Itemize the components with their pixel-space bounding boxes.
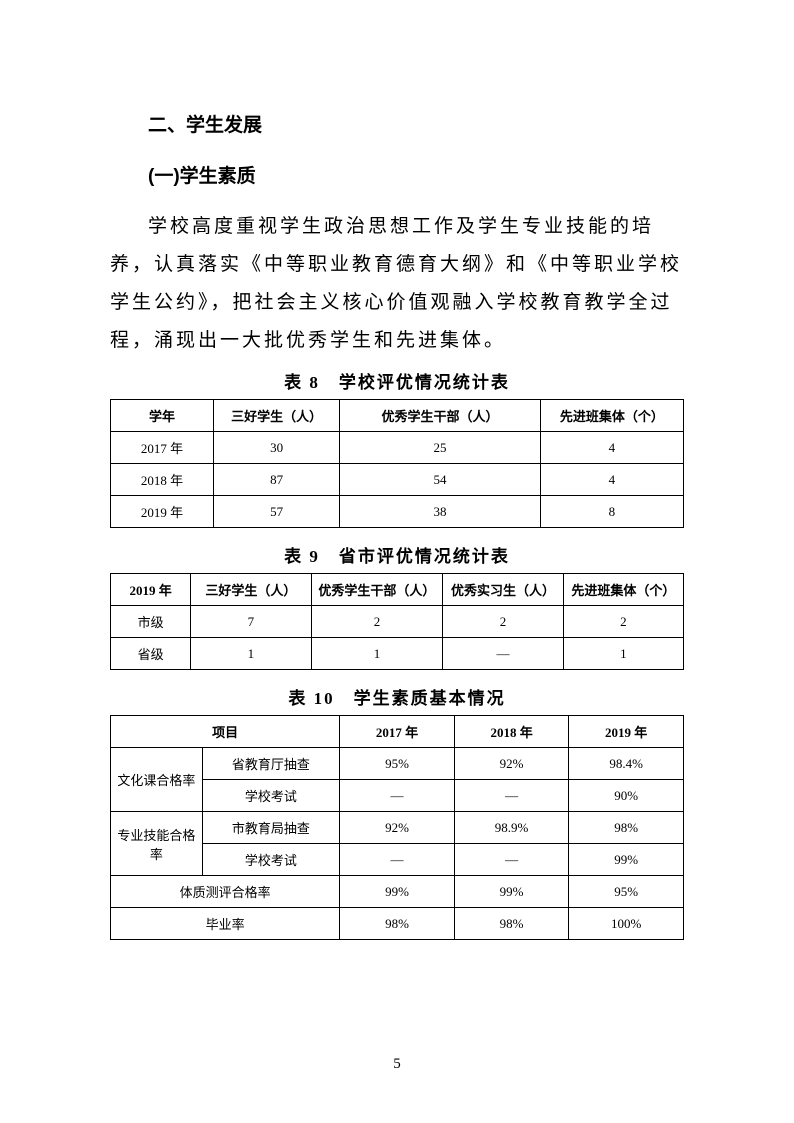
table-cell: 1	[311, 638, 443, 670]
table-header-cell: 优秀实习生（人）	[443, 574, 563, 606]
table-row: 省级 1 1 — 1	[111, 638, 684, 670]
table-cell: 市级	[111, 606, 191, 638]
table-cell-group: 专业技能合格率	[111, 812, 203, 876]
table-row: 专业技能合格率 市教育局抽查 92% 98.9% 98%	[111, 812, 684, 844]
table-row: 市级 7 2 2 2	[111, 606, 684, 638]
table-cell: 98%	[569, 812, 684, 844]
table-cell: 100%	[569, 908, 684, 940]
table-header-cell: 优秀学生干部（人）	[340, 400, 541, 432]
table-row: 2017 年 30 25 4	[111, 432, 684, 464]
table-cell: 2019 年	[111, 496, 214, 528]
table-cell: 87	[214, 464, 340, 496]
table-header-cell: 2017 年	[340, 716, 455, 748]
table-cell: 38	[340, 496, 541, 528]
table9: 2019 年 三好学生（人） 优秀学生干部（人） 优秀实习生（人） 先进班集体（…	[110, 573, 684, 670]
table-cell: 4	[540, 464, 683, 496]
table-cell: 95%	[340, 748, 455, 780]
table-header-cell: 项目	[111, 716, 340, 748]
table-cell: 54	[340, 464, 541, 496]
table-cell: 2	[443, 606, 563, 638]
table-header-cell: 三好学生（人）	[191, 574, 311, 606]
table-cell: —	[454, 780, 569, 812]
table-row: 2018 年 87 54 4	[111, 464, 684, 496]
table-cell: 7	[191, 606, 311, 638]
table-cell: 毕业率	[111, 908, 340, 940]
table-cell: 98.9%	[454, 812, 569, 844]
table-cell: 57	[214, 496, 340, 528]
table-header-cell: 2019 年	[111, 574, 191, 606]
table-cell: 市教育局抽查	[202, 812, 340, 844]
table-header-row: 项目 2017 年 2018 年 2019 年	[111, 716, 684, 748]
body-paragraph: 学校高度重视学生政治思想工作及学生专业技能的培养，认真落实《中等职业教育德育大纲…	[110, 208, 684, 360]
table-cell: 2	[311, 606, 443, 638]
table-cell: 95%	[569, 876, 684, 908]
table-cell: 98%	[340, 908, 455, 940]
table-cell: 98%	[454, 908, 569, 940]
table-cell: 省教育厅抽查	[202, 748, 340, 780]
table-cell: 30	[214, 432, 340, 464]
table-cell: 99%	[569, 844, 684, 876]
table-cell: 省级	[111, 638, 191, 670]
table-cell: 体质测评合格率	[111, 876, 340, 908]
table-cell-group: 文化课合格率	[111, 748, 203, 812]
table-cell: 92%	[454, 748, 569, 780]
table-header-row: 2019 年 三好学生（人） 优秀学生干部（人） 优秀实习生（人） 先进班集体（…	[111, 574, 684, 606]
table-header-row: 学年 三好学生（人） 优秀学生干部（人） 先进班集体（个）	[111, 400, 684, 432]
table-cell: 1	[563, 638, 683, 670]
table-row: 2019 年 57 38 8	[111, 496, 684, 528]
table-cell: 2017 年	[111, 432, 214, 464]
table-cell: —	[443, 638, 563, 670]
table-header-cell: 2018 年	[454, 716, 569, 748]
table-cell: 4	[540, 432, 683, 464]
table-cell: 92%	[340, 812, 455, 844]
page-number: 5	[0, 1056, 794, 1073]
table-cell: 学校考试	[202, 844, 340, 876]
table-row: 体质测评合格率 99% 99% 95%	[111, 876, 684, 908]
table9-caption: 表 9 省市评优情况统计表	[110, 542, 684, 567]
table-header-cell: 2019 年	[569, 716, 684, 748]
table-cell: 1	[191, 638, 311, 670]
table8: 学年 三好学生（人） 优秀学生干部（人） 先进班集体（个） 2017 年 30 …	[110, 399, 684, 528]
table8-caption: 表 8 学校评优情况统计表	[110, 368, 684, 393]
table-header-cell: 优秀学生干部（人）	[311, 574, 443, 606]
table-cell: 90%	[569, 780, 684, 812]
table-cell: 99%	[454, 876, 569, 908]
table-cell: —	[340, 844, 455, 876]
table-cell: 98.4%	[569, 748, 684, 780]
table10: 项目 2017 年 2018 年 2019 年 文化课合格率 省教育厅抽查 95…	[110, 715, 684, 940]
table-row: 文化课合格率 省教育厅抽查 95% 92% 98.4%	[111, 748, 684, 780]
table-cell: 99%	[340, 876, 455, 908]
table-cell: 8	[540, 496, 683, 528]
table-row: 毕业率 98% 98% 100%	[111, 908, 684, 940]
table-header-cell: 先进班集体（个）	[563, 574, 683, 606]
section-heading: 二、学生发展	[110, 110, 684, 137]
table-cell: 2	[563, 606, 683, 638]
table-cell: 2018 年	[111, 464, 214, 496]
table-cell: 学校考试	[202, 780, 340, 812]
table-header-cell: 三好学生（人）	[214, 400, 340, 432]
table-header-cell: 先进班集体（个）	[540, 400, 683, 432]
table-cell: —	[340, 780, 455, 812]
table10-caption: 表 10 学生素质基本情况	[110, 684, 684, 709]
table-cell: —	[454, 844, 569, 876]
table-header-cell: 学年	[111, 400, 214, 432]
table-cell: 25	[340, 432, 541, 464]
subsection-heading: (一)学生素质	[110, 161, 684, 188]
